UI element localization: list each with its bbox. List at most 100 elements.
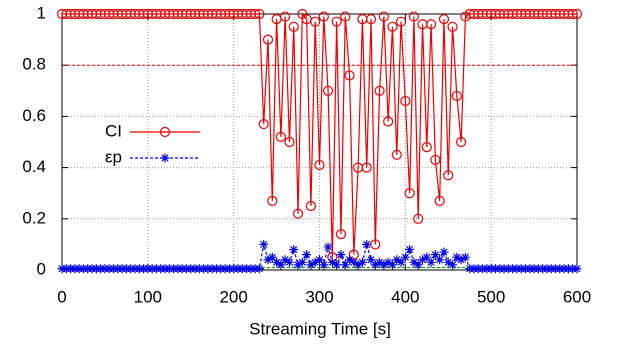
marker xyxy=(447,21,458,32)
x-tick-label: 500 xyxy=(477,287,505,306)
marker xyxy=(571,8,583,20)
y-tick-label: 0.4 xyxy=(22,157,46,176)
marker xyxy=(323,242,333,252)
marker xyxy=(434,195,445,206)
marker xyxy=(426,257,436,267)
marker xyxy=(366,255,376,265)
x-tick-label: 0 xyxy=(57,287,66,306)
marker xyxy=(391,149,402,160)
marker xyxy=(418,255,427,265)
marker xyxy=(572,264,582,274)
marker xyxy=(336,250,346,260)
marker xyxy=(310,257,320,267)
marker xyxy=(409,257,419,267)
marker xyxy=(258,118,269,130)
marker xyxy=(297,257,307,267)
marker xyxy=(400,252,410,262)
marker xyxy=(439,247,449,257)
plot-frame xyxy=(61,13,578,271)
x-tick-label: 400 xyxy=(391,287,419,306)
marker xyxy=(387,21,398,32)
marker xyxy=(340,260,350,270)
marker xyxy=(314,159,325,171)
marker xyxy=(370,260,380,270)
marker xyxy=(319,260,329,270)
marker xyxy=(396,257,406,267)
marker xyxy=(327,257,337,267)
series xyxy=(56,8,583,263)
marker xyxy=(443,257,453,267)
marker xyxy=(357,257,367,267)
y-tick-label: 0.6 xyxy=(22,106,46,125)
marker xyxy=(365,14,377,25)
marker xyxy=(254,264,264,274)
x-tick-label: 300 xyxy=(305,287,333,306)
marker xyxy=(259,239,269,249)
marker xyxy=(413,260,423,270)
y-tick-label: 1 xyxy=(37,3,46,22)
marker xyxy=(378,11,389,22)
marker xyxy=(353,260,363,270)
marker xyxy=(567,8,578,20)
y-tick-label: 0.8 xyxy=(22,55,46,74)
marker xyxy=(435,255,445,265)
marker xyxy=(430,250,440,260)
legend-label: εp xyxy=(105,147,122,166)
marker xyxy=(318,11,329,22)
marker xyxy=(361,162,372,173)
marker xyxy=(392,255,402,265)
marker xyxy=(345,255,355,265)
legend-marker xyxy=(160,153,170,163)
marker xyxy=(280,255,290,265)
marker xyxy=(400,95,411,107)
marker xyxy=(302,250,312,260)
y-tick-label: 0 xyxy=(37,259,46,278)
marker xyxy=(310,16,321,27)
marker xyxy=(456,136,467,148)
marker xyxy=(408,11,420,22)
marker xyxy=(421,142,432,153)
legend-marker xyxy=(159,126,171,138)
marker xyxy=(315,255,324,265)
marker xyxy=(254,8,265,20)
marker xyxy=(305,200,317,212)
marker xyxy=(383,257,393,267)
marker xyxy=(340,11,351,22)
marker xyxy=(405,245,415,255)
marker xyxy=(284,136,295,148)
marker xyxy=(387,260,397,270)
marker xyxy=(267,252,277,262)
marker xyxy=(452,252,462,262)
marker xyxy=(292,208,304,219)
marker xyxy=(332,260,342,270)
marker xyxy=(383,116,394,127)
marker xyxy=(306,260,316,270)
marker xyxy=(335,229,347,240)
marker xyxy=(322,85,334,96)
marker xyxy=(284,257,294,267)
marker xyxy=(456,255,466,265)
marker xyxy=(448,260,458,270)
y-tick-label: 0.2 xyxy=(22,208,46,227)
marker xyxy=(438,14,450,25)
marker xyxy=(362,239,372,249)
marker xyxy=(275,131,286,142)
x-axis-label: Streaming Time [s] xyxy=(249,319,391,338)
x-tick-label: 600 xyxy=(563,287,591,306)
marker xyxy=(272,257,282,267)
marker xyxy=(288,21,299,32)
marker xyxy=(250,8,261,20)
series xyxy=(57,239,582,274)
x-tick-label: 100 xyxy=(134,287,162,306)
marker xyxy=(379,260,389,270)
marker xyxy=(443,170,454,181)
marker xyxy=(293,260,303,270)
marker xyxy=(404,188,415,199)
marker xyxy=(289,245,299,255)
marker xyxy=(349,257,359,267)
marker xyxy=(395,16,407,27)
marker xyxy=(280,11,291,22)
x-tick-label: 200 xyxy=(219,287,247,306)
marker xyxy=(375,257,385,267)
